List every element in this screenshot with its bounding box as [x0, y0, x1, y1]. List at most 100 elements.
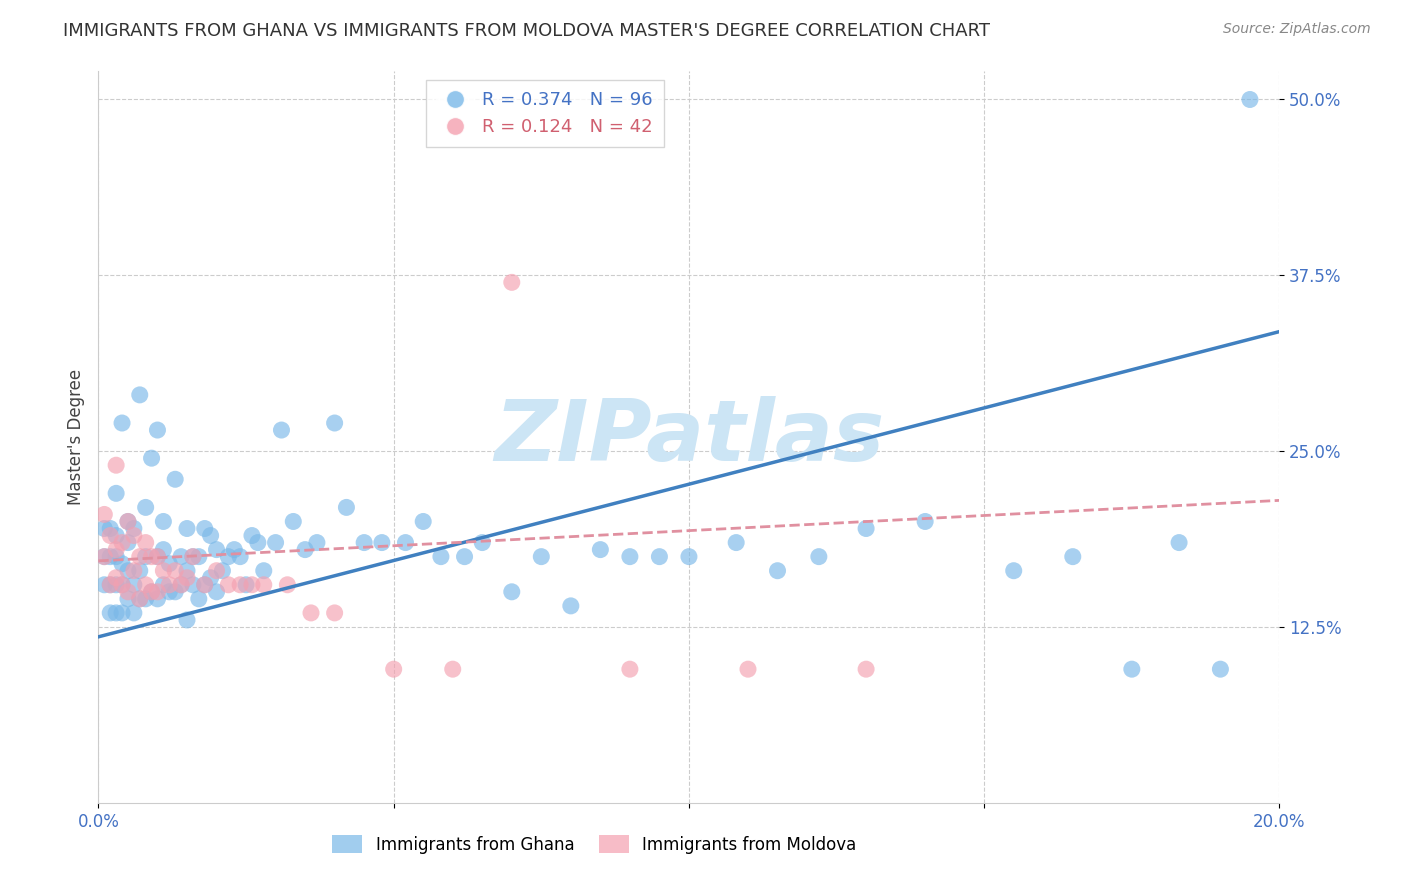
Point — [128, 591, 150, 606]
Point — [1002, 564, 1025, 578]
Point — [111, 578, 134, 592]
Point — [98, 521, 121, 535]
Point — [98, 578, 121, 592]
Point — [725, 535, 748, 549]
Point — [105, 458, 128, 473]
Text: ZIPatlas: ZIPatlas — [494, 395, 884, 479]
Point — [766, 564, 789, 578]
Point — [737, 662, 759, 676]
Point — [276, 578, 298, 592]
Point — [105, 606, 128, 620]
Point — [648, 549, 671, 564]
Point — [122, 528, 145, 542]
Point — [323, 416, 346, 430]
Point — [93, 578, 115, 592]
Point — [146, 591, 169, 606]
Point — [205, 542, 228, 557]
Point — [98, 578, 121, 592]
Point — [560, 599, 582, 613]
Point — [111, 535, 134, 549]
Point — [914, 515, 936, 529]
Point — [246, 535, 269, 549]
Text: IMMIGRANTS FROM GHANA VS IMMIGRANTS FROM MOLDOVA MASTER'S DEGREE CORRELATION CHA: IMMIGRANTS FROM GHANA VS IMMIGRANTS FROM… — [63, 22, 990, 40]
Point — [105, 578, 128, 592]
Point — [135, 549, 157, 564]
Point — [855, 662, 877, 676]
Point — [141, 549, 163, 564]
Point — [200, 571, 222, 585]
Point — [1239, 93, 1261, 107]
Point — [453, 549, 475, 564]
Point — [170, 578, 193, 592]
Point — [294, 542, 316, 557]
Point — [93, 521, 115, 535]
Point — [807, 549, 830, 564]
Point — [229, 578, 252, 592]
Point — [382, 662, 405, 676]
Point — [283, 515, 305, 529]
Point — [146, 549, 169, 564]
Point — [128, 591, 150, 606]
Point — [619, 549, 641, 564]
Point — [240, 578, 263, 592]
Text: Source: ZipAtlas.com: Source: ZipAtlas.com — [1223, 22, 1371, 37]
Point — [394, 535, 416, 549]
Point — [141, 451, 163, 466]
Point — [152, 564, 174, 578]
Point — [135, 535, 157, 549]
Point — [187, 591, 209, 606]
Point — [122, 578, 145, 592]
Point — [176, 564, 198, 578]
Point — [181, 549, 204, 564]
Point — [240, 528, 263, 542]
Point — [98, 528, 121, 542]
Point — [205, 584, 228, 599]
Point — [170, 549, 193, 564]
Point — [98, 606, 121, 620]
Point — [135, 591, 157, 606]
Point — [200, 528, 222, 542]
Point — [105, 549, 128, 564]
Point — [205, 564, 228, 578]
Point — [93, 549, 115, 564]
Point — [194, 521, 217, 535]
Point — [270, 423, 292, 437]
Point — [335, 500, 357, 515]
Point — [176, 613, 198, 627]
Point — [170, 578, 193, 592]
Point — [111, 606, 134, 620]
Point — [93, 549, 115, 564]
Point — [117, 515, 139, 529]
Point — [430, 549, 453, 564]
Point — [157, 584, 180, 599]
Point — [371, 535, 394, 549]
Point — [111, 416, 134, 430]
Point — [128, 564, 150, 578]
Point — [678, 549, 700, 564]
Point — [122, 606, 145, 620]
Point — [146, 549, 169, 564]
Point — [441, 662, 464, 676]
Point — [1062, 549, 1084, 564]
Point — [299, 606, 322, 620]
Point — [412, 515, 434, 529]
Point — [194, 578, 217, 592]
Point — [152, 578, 174, 592]
Point — [1168, 535, 1191, 549]
Point — [157, 557, 180, 571]
Y-axis label: Master's Degree: Master's Degree — [66, 369, 84, 505]
Point — [128, 549, 150, 564]
Point — [117, 564, 139, 578]
Point — [135, 500, 157, 515]
Point — [619, 662, 641, 676]
Point — [111, 578, 134, 592]
Point — [128, 388, 150, 402]
Point — [217, 578, 239, 592]
Point — [217, 549, 239, 564]
Point — [117, 591, 139, 606]
Point — [105, 528, 128, 542]
Point — [211, 564, 233, 578]
Point — [111, 557, 134, 571]
Point — [323, 606, 346, 620]
Point — [152, 542, 174, 557]
